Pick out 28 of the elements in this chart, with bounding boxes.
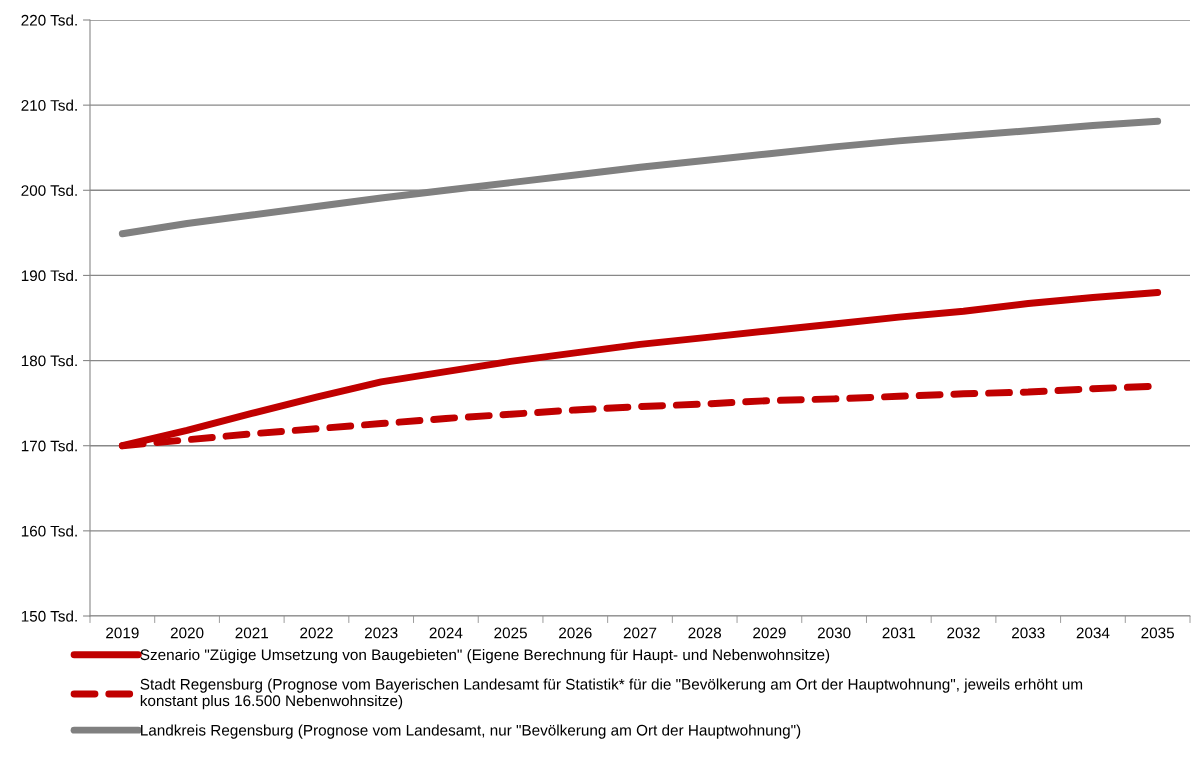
y-tick-label: 150 Tsd.	[21, 610, 77, 622]
y-tick-label: 190 Tsd.	[21, 269, 77, 282]
x-tick-label: 2021	[235, 627, 269, 639]
x-tick-label: 2025	[494, 627, 527, 639]
x-tick-label: 2026	[559, 627, 592, 639]
y-tick-label: 170 Tsd.	[21, 440, 77, 452]
x-tick-label: 2031	[882, 627, 916, 639]
legend-label: Szenario "Zügige Umsetzung von Baugebieten" (Eigene Berechnung für Haupt- und Nebenwohnsitze)	[140, 648, 830, 664]
y-tick-label: 200 Tsd.	[21, 184, 77, 196]
y-tick-label: 180 Tsd.	[21, 355, 77, 367]
x-tick-label: 2033	[1012, 627, 1045, 639]
x-tick-label: 2034	[1076, 627, 1110, 639]
x-tick-label: 2035	[1141, 627, 1174, 639]
x-tick-label: 2028	[688, 627, 722, 639]
x-tick-label: 2024	[429, 627, 463, 639]
x-tick-label: 2029	[753, 627, 786, 639]
x-tick-label: 2023	[364, 627, 398, 639]
y-tick-label: 160 Tsd.	[21, 525, 77, 537]
x-tick-label: 2019	[106, 627, 139, 639]
x-tick-label: 2030	[817, 627, 851, 639]
legend-label: Stadt Regensburg (Prognose vom Bayerischen Landesamt für Statistik* für die "Bevölkerung am Ort der Hauptwohnung", jeweils erhöht um konstant plus 16.500 Nebenwohnsitze)	[140, 678, 1083, 710]
x-tick-label: 2027	[623, 627, 657, 639]
y-tick-label: 220 Tsd.	[21, 14, 77, 26]
x-tick-label: 2032	[947, 627, 980, 639]
x-tick-label: 2020	[170, 627, 204, 639]
y-tick-label: 210 Tsd.	[21, 99, 77, 111]
x-tick-label: 2022	[300, 627, 333, 639]
legend-label: Landkreis Regensburg (Prognose vom Landesamt, nur "Bevölkerung am Ort der Hauptwohnung")	[141, 724, 801, 739]
